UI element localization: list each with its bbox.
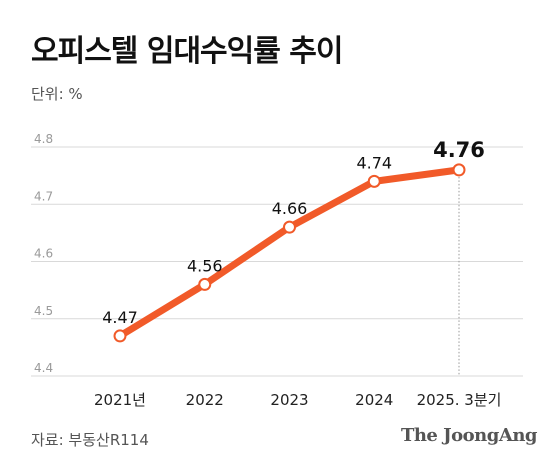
y-tick-label: 4.7 <box>34 189 53 203</box>
data-labels: 4.47 4.56 4.66 4.74 4.76 <box>102 138 485 327</box>
chart-title: 오피스텔 임대수익률 추이 <box>31 34 343 69</box>
y-axis-ticks: 4.4 4.5 4.6 4.7 4.8 <box>34 132 53 375</box>
data-point <box>113 329 127 343</box>
data-point <box>452 163 466 177</box>
y-tick-label: 4.8 <box>34 132 53 146</box>
data-point <box>283 220 296 234</box>
data-point <box>198 277 212 291</box>
gridlines <box>31 146 523 377</box>
x-tick-label: 2021년 <box>94 391 146 409</box>
x-tick-label: 2025. 3분기 <box>417 391 502 409</box>
series-line <box>116 166 463 340</box>
source-note: 자료: 부동산R114 <box>31 431 149 449</box>
data-label: 4.76 <box>433 138 485 162</box>
data-label: 4.47 <box>102 308 138 327</box>
x-axis-ticks: 2021년 2022 2023 2024 2025. 3분기 <box>94 391 501 409</box>
brand-logo: The JoongAng <box>400 425 538 446</box>
x-tick-label: 2022 <box>186 391 224 409</box>
data-label: 4.56 <box>187 256 223 275</box>
data-point <box>367 174 381 188</box>
x-tick-label: 2024 <box>355 391 393 409</box>
series-line-path <box>116 166 463 340</box>
y-tick-label: 4.4 <box>34 361 53 375</box>
y-tick-label: 4.5 <box>34 304 53 318</box>
data-points <box>113 163 466 343</box>
data-label: 4.66 <box>272 199 308 218</box>
unit-label: 단위: % <box>31 85 83 103</box>
data-label: 4.74 <box>356 153 392 172</box>
x-tick-label: 2023 <box>270 391 308 409</box>
y-tick-label: 4.6 <box>34 247 53 261</box>
